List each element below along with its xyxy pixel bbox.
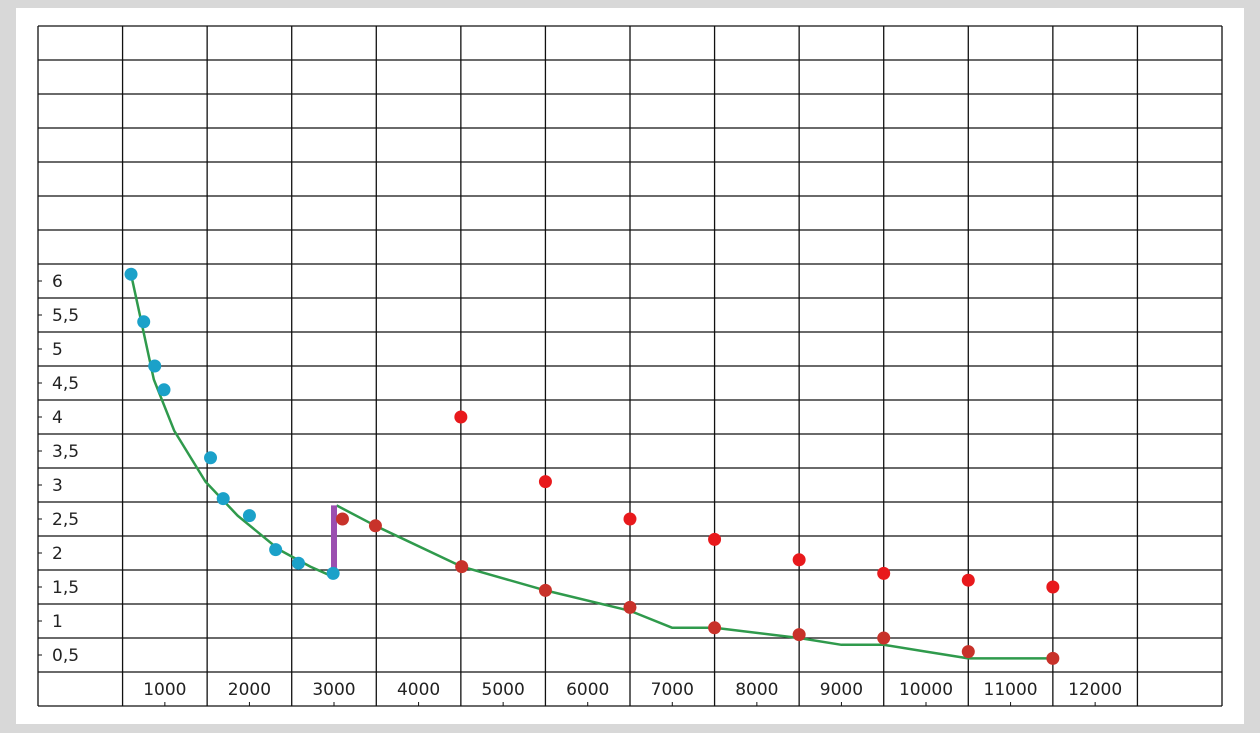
y-tick-label: 4,5: [52, 374, 79, 394]
point: [335, 512, 349, 526]
point: [124, 267, 138, 281]
point: [538, 475, 552, 489]
table-grid: [37, 25, 1223, 707]
x-tick-label: 6000: [566, 680, 609, 700]
point: [269, 543, 283, 557]
point: [454, 410, 468, 424]
x-tick-label: 5000: [482, 680, 525, 700]
y-tick-label: 3,5: [52, 442, 79, 462]
y-tick-label: 2: [52, 544, 63, 564]
y-tick-label: 5,5: [52, 306, 79, 326]
point: [157, 383, 171, 397]
point: [455, 560, 469, 574]
x-tick-label: 2000: [228, 680, 271, 700]
y-tick-label: 5: [52, 340, 63, 360]
point: [961, 645, 975, 659]
point: [792, 628, 806, 642]
point: [137, 315, 151, 329]
x-tick-label: 11000: [984, 680, 1038, 700]
x-tick-label: 3000: [312, 680, 355, 700]
point: [708, 621, 722, 635]
point: [877, 566, 891, 580]
point: [148, 359, 162, 373]
point: [216, 492, 230, 506]
y-tick-label: 6: [52, 272, 63, 292]
y-tick-label: 0,5: [52, 646, 79, 666]
y-tick-label: 1,5: [52, 578, 79, 598]
y-tick-label: 3: [52, 476, 63, 496]
y-tick-label: 4: [52, 408, 63, 428]
point: [623, 600, 637, 614]
x-tick-label: 9000: [820, 680, 863, 700]
point: [204, 451, 218, 465]
x-tick-label: 7000: [651, 680, 694, 700]
y-tick-label: 1: [52, 612, 63, 632]
x-tick-label: 12000: [1068, 680, 1122, 700]
x-tick-label: 4000: [397, 680, 440, 700]
x-tick-label: 10000: [899, 680, 953, 700]
x-tick-label: 1000: [143, 680, 186, 700]
point: [242, 509, 256, 523]
point: [368, 519, 382, 533]
point: [623, 512, 637, 526]
y-tick-label: 2,5: [52, 510, 79, 530]
point: [1046, 651, 1060, 665]
point: [961, 573, 975, 587]
point: [538, 583, 552, 597]
point: [1046, 580, 1060, 594]
point: [326, 566, 340, 580]
point: [792, 553, 806, 567]
point: [877, 631, 891, 645]
point: [291, 556, 305, 570]
x-tick-label: 8000: [735, 680, 778, 700]
point: [708, 532, 722, 546]
